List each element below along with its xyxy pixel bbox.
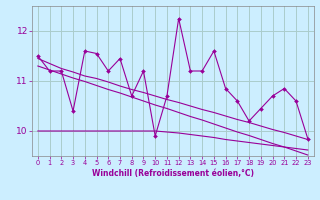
X-axis label: Windchill (Refroidissement éolien,°C): Windchill (Refroidissement éolien,°C) (92, 169, 254, 178)
